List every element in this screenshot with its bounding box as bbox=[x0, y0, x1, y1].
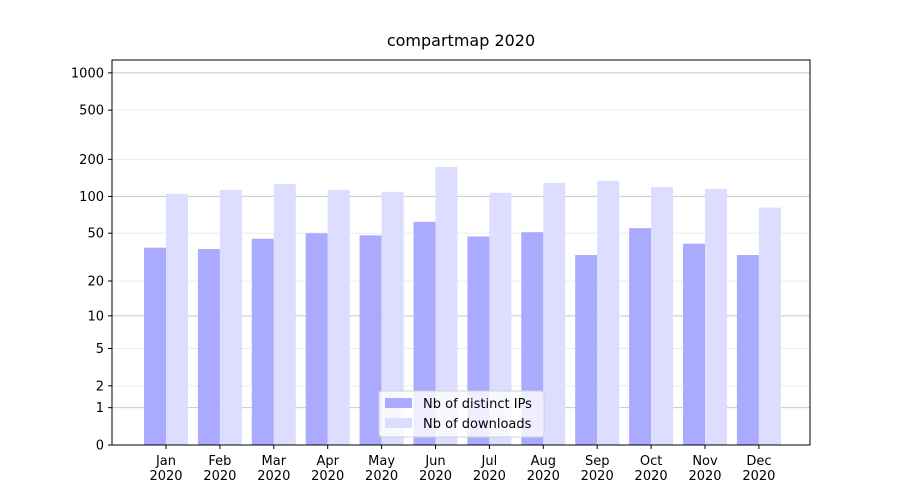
y-tick-label: 10 bbox=[87, 309, 104, 324]
y-tick-label: 1 bbox=[96, 401, 104, 416]
y-tick-label: 5 bbox=[96, 342, 104, 357]
x-tick-label: Feb 2020 bbox=[203, 454, 236, 484]
bar bbox=[705, 188, 727, 445]
legend: Nb of distinct IPs Nb of downloads bbox=[378, 390, 545, 438]
x-tick-label: Dec 2020 bbox=[742, 454, 775, 484]
legend-swatch bbox=[385, 418, 412, 428]
bar bbox=[381, 191, 404, 445]
bar bbox=[543, 182, 566, 445]
x-tick-label: Apr 2020 bbox=[311, 454, 344, 484]
x-tick-label: Jul 2020 bbox=[473, 454, 506, 484]
bar bbox=[758, 207, 781, 445]
bar bbox=[251, 238, 274, 445]
bar bbox=[489, 192, 512, 445]
y-tick-label: 500 bbox=[79, 104, 104, 119]
y-tick-label: 0 bbox=[96, 439, 104, 454]
x-tick-label: Jun 2020 bbox=[419, 454, 452, 484]
y-tick-label: 50 bbox=[87, 227, 104, 242]
bar bbox=[197, 249, 220, 445]
x-tick-label: Mar 2020 bbox=[257, 454, 290, 484]
y-tick-label: 100 bbox=[79, 190, 104, 205]
chart-title: compartmap 2020 bbox=[387, 31, 535, 50]
y-tick-label: 200 bbox=[79, 153, 104, 168]
bar bbox=[166, 193, 188, 445]
bar bbox=[219, 189, 242, 445]
bar bbox=[629, 228, 652, 445]
bar bbox=[305, 233, 328, 445]
legend-swatch bbox=[385, 398, 412, 408]
bar bbox=[597, 180, 620, 445]
bar bbox=[273, 184, 296, 446]
x-tick-label: Aug 2020 bbox=[527, 454, 560, 484]
legend-label: Nb of downloads bbox=[423, 417, 532, 432]
x-tick-label: Sep 2020 bbox=[581, 454, 614, 484]
y-tick-label: 1000 bbox=[71, 66, 104, 81]
y-tick-label: 20 bbox=[87, 275, 104, 290]
legend-box bbox=[378, 390, 545, 438]
bar bbox=[651, 187, 674, 445]
plot-frame bbox=[111, 59, 811, 446]
bar bbox=[736, 255, 759, 445]
x-tick-label: Jan 2020 bbox=[149, 454, 182, 484]
legend-label: Nb of distinct IPs bbox=[423, 397, 532, 412]
x-tick-label: May 2020 bbox=[365, 454, 398, 484]
bar bbox=[413, 221, 436, 445]
x-tick-label: Oct 2020 bbox=[635, 454, 668, 484]
bar bbox=[359, 235, 382, 445]
bar bbox=[683, 243, 705, 445]
bar bbox=[144, 247, 166, 445]
bar bbox=[575, 255, 598, 445]
y-tick-label: 2 bbox=[96, 379, 104, 394]
bar bbox=[327, 189, 350, 445]
x-tick-label: Nov 2020 bbox=[688, 454, 721, 484]
bar bbox=[435, 166, 458, 445]
